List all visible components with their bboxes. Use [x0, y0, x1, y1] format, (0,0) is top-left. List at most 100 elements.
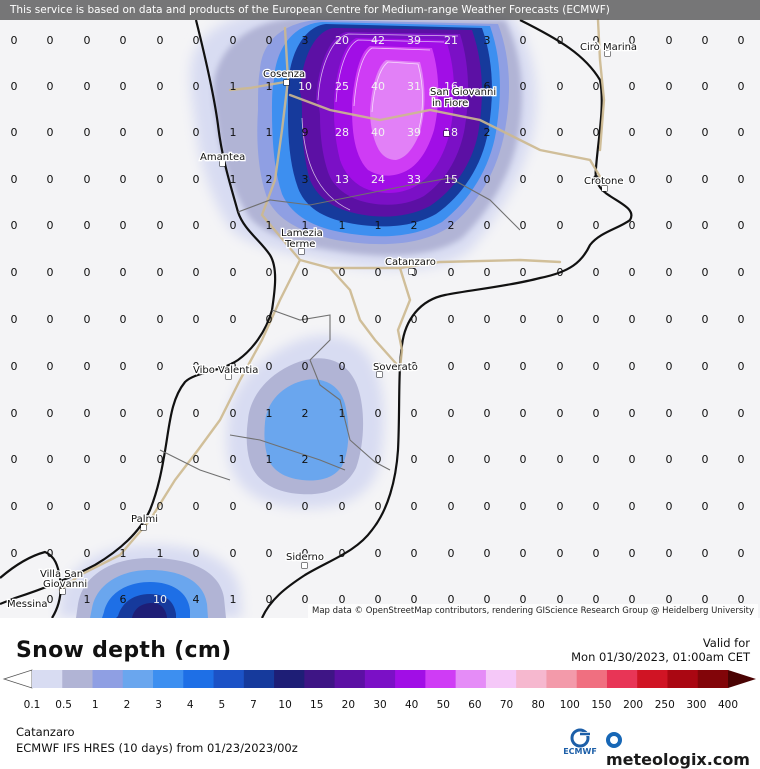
legend-label: 60 — [468, 699, 481, 711]
grid-value: 1 — [302, 219, 309, 232]
grid-value: 1 — [157, 547, 164, 560]
legend-label: 15 — [310, 699, 323, 711]
grid-value: 0 — [702, 453, 709, 466]
grid-value: 0 — [593, 219, 600, 232]
grid-value: 0 — [702, 407, 709, 420]
grid-value: 1 — [266, 126, 273, 139]
grid-value: 2 — [302, 407, 309, 420]
grid-value: 0 — [411, 547, 418, 560]
legend-arrow-low — [2, 669, 33, 689]
grid-value: 0 — [557, 453, 564, 466]
grid-value: 0 — [448, 266, 455, 279]
legend-label: 0.1 — [24, 699, 41, 711]
grid-value: 2 — [266, 173, 273, 186]
grid-value: 0 — [702, 313, 709, 326]
town-label-san-giovanni: San Giovanni — [430, 87, 496, 98]
grid-value: 0 — [193, 266, 200, 279]
grid-value: 0 — [520, 266, 527, 279]
grid-value: 1 — [120, 547, 127, 560]
grid-value: 0 — [266, 547, 273, 560]
grid-value: 25 — [335, 80, 349, 93]
grid-value: 0 — [593, 360, 600, 373]
grid-value: 21 — [444, 34, 458, 47]
grid-value: 0 — [193, 360, 200, 373]
grid-value: 0 — [266, 593, 273, 606]
grid-value: 0 — [411, 407, 418, 420]
grid-value: 0 — [302, 547, 309, 560]
grid-value: 1 — [266, 453, 273, 466]
grid-value: 0 — [702, 34, 709, 47]
legend-swatch — [32, 670, 63, 688]
grid-value: 1 — [266, 407, 273, 420]
grid-value: 1 — [339, 453, 346, 466]
grid-value: 0 — [702, 593, 709, 606]
grid-value: 0 — [302, 266, 309, 279]
grid-value: 0 — [557, 313, 564, 326]
grid-value: 0 — [411, 453, 418, 466]
legend-label: 150 — [591, 699, 611, 711]
grid-value: 0 — [266, 34, 273, 47]
grid-value: 0 — [411, 360, 418, 373]
grid-value: 0 — [266, 266, 273, 279]
grid-value: 0 — [666, 173, 673, 186]
grid-value: 0 — [520, 360, 527, 373]
legend-label: 2 — [124, 699, 131, 711]
legend-label: 400 — [718, 699, 738, 711]
province-borders — [159, 177, 521, 481]
town-label-amantea: Amantea — [200, 152, 245, 163]
grid-value: 0 — [702, 547, 709, 560]
grid-value: 0 — [193, 453, 200, 466]
meteologix-logo-icon — [606, 732, 622, 748]
grid-value: 0 — [738, 219, 745, 232]
grid-value: 0 — [157, 126, 164, 139]
grid-value: 0 — [11, 34, 18, 47]
grid-value: 0 — [47, 547, 54, 560]
legend-swatch — [92, 670, 124, 688]
grid-value: 0 — [629, 453, 636, 466]
grid-value: 33 — [407, 173, 421, 186]
grid-value: 0 — [11, 126, 18, 139]
legend-label: 20 — [342, 699, 355, 711]
grid-value: 0 — [230, 407, 237, 420]
grid-value: 0 — [666, 34, 673, 47]
grid-value: 0 — [47, 80, 54, 93]
grid-value: 0 — [702, 80, 709, 93]
legend-label: 250 — [655, 699, 675, 711]
grid-value: 0 — [448, 593, 455, 606]
meteologix-logo[interactable]: meteologix.com — [606, 731, 760, 769]
legend-swatch — [62, 670, 94, 688]
grid-value: 1 — [230, 126, 237, 139]
grid-value: 0 — [666, 80, 673, 93]
grid-value: 0 — [629, 313, 636, 326]
grid-value: 0 — [47, 453, 54, 466]
snow-depth-map[interactable]: 0 0 0 0 0 0 0 0 3 20 42 39 21 3 0 0 0 0 0 0 00 0 0 0 0 0 1 1 10 25 40 3… — [0, 0, 760, 618]
grid-value: 0 — [47, 266, 54, 279]
grid-value: 0 — [120, 173, 127, 186]
grid-value: 1 — [266, 80, 273, 93]
grid-value: 0 — [230, 266, 237, 279]
grid-value: 0 — [230, 500, 237, 513]
grid-value: 0 — [484, 313, 491, 326]
grid-value: 0 — [738, 360, 745, 373]
grid-value: 0 — [738, 313, 745, 326]
grid-value: 0 — [448, 453, 455, 466]
grid-value: 0 — [520, 313, 527, 326]
legend-swatch — [183, 670, 215, 688]
town-label-lamezia: Lamezia — [281, 228, 323, 239]
grid-value: 0 — [157, 453, 164, 466]
map-attribution[interactable]: Map data © OpenStreetMap contributors, r… — [308, 604, 758, 618]
grid-value: 0 — [11, 407, 18, 420]
grid-value: 0 — [375, 500, 382, 513]
grid-value: 0 — [448, 313, 455, 326]
grid-value: 1 — [84, 593, 91, 606]
color-legend: 0.1 0.5 1 2 3 4 5 7 10 15 20 30 40 50 60 70 80 100 150 200 2… — [2, 669, 756, 711]
town-label-villa-san: Villa San — [40, 569, 83, 580]
legend-swatch — [485, 670, 517, 688]
grid-value: 0 — [557, 407, 564, 420]
grid-value: 0 — [193, 547, 200, 560]
grid-value: 0 — [11, 500, 18, 513]
grid-value: 0 — [738, 266, 745, 279]
grid-value: 0 — [266, 500, 273, 513]
legend-label: 100 — [560, 699, 580, 711]
grid-value: 0 — [11, 453, 18, 466]
